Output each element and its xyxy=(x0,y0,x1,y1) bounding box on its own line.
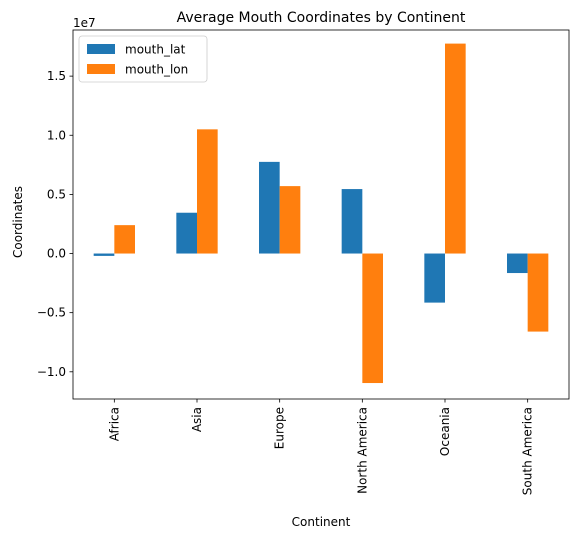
y-tick-label: 1.5 xyxy=(47,69,66,83)
y-tick-label: 1.0 xyxy=(47,128,66,142)
legend-label-mouth_lon: mouth_lon xyxy=(125,63,188,77)
legend: mouth_lat mouth_lon xyxy=(78,35,208,83)
x-tick-label: North America xyxy=(355,407,369,494)
bar-mouth_lon-asia xyxy=(197,129,218,254)
y-tick-label: 0.5 xyxy=(47,187,66,201)
x-tick-label: Oceania xyxy=(438,407,452,456)
bar-mouth_lon-oceania xyxy=(445,43,466,254)
y-tick-label: 0.0 xyxy=(47,247,66,261)
bar-mouth_lat-north-america xyxy=(341,189,363,254)
y-axis: −1.0 −0.5 0.0 0.5 1.0 1.5 xyxy=(37,69,73,379)
bar-mouth_lat-asia xyxy=(176,212,197,254)
legend-swatch-mouth_lat xyxy=(87,44,115,54)
y-offset-label: 1e7 xyxy=(73,16,96,30)
bar-mouth_lat-south-america xyxy=(507,253,528,274)
legend-swatch-mouth_lon xyxy=(87,64,115,74)
x-axis: Africa Asia Europe North America Oceania Sout… xyxy=(107,399,535,495)
y-tick-label: −1.0 xyxy=(37,365,66,379)
y-tick-label: −0.5 xyxy=(37,306,66,320)
bar-mouth_lon-south-america xyxy=(527,253,549,332)
x-axis-title: Continent xyxy=(292,515,351,529)
x-tick-label: Asia xyxy=(190,407,204,432)
bar-mouth_lat-oceania xyxy=(424,253,445,303)
bar-mouth_lon-africa xyxy=(114,225,135,254)
y-axis-title: Coordinates xyxy=(11,186,25,258)
x-tick-label: Africa xyxy=(107,407,121,441)
x-tick-label: Europe xyxy=(273,407,287,449)
bars-layer xyxy=(93,43,549,384)
bar-mouth_lat-africa xyxy=(93,253,115,256)
legend-label-mouth_lat: mouth_lat xyxy=(125,43,186,57)
bar-mouth_lon-europe xyxy=(279,186,301,254)
plot-frame xyxy=(72,29,570,400)
x-tick-label: South America xyxy=(521,407,535,495)
bar-mouth_lon-north-america xyxy=(362,253,383,384)
bar-mouth_lat-europe xyxy=(259,161,280,254)
chart-title: Average Mouth Coordinates by Continent xyxy=(177,10,466,26)
